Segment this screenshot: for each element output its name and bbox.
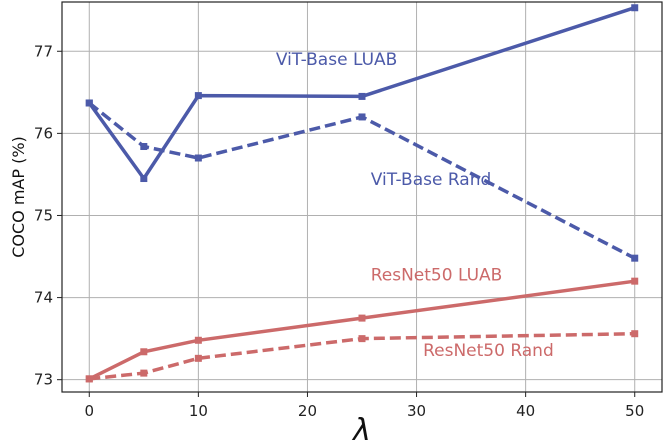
data-point [85, 375, 93, 383]
y-tick-label: 76 [34, 124, 53, 142]
series-resnet50-rand [85, 330, 639, 383]
series-vit-base-luab [85, 4, 639, 183]
plot-frame [61, 1, 663, 393]
data-point [358, 113, 366, 121]
data-point [631, 330, 639, 338]
data-point [140, 175, 148, 183]
data-point [194, 354, 202, 362]
annotation-label: ViT-Base LUAB [276, 50, 398, 70]
data-point [140, 369, 148, 377]
x-tick-label: 40 [516, 402, 535, 420]
annotations: ViT-Base LUAB ViT-Base Rand ResNet50 LUAB R… [276, 50, 554, 361]
data-point [140, 143, 148, 151]
data-point [631, 4, 639, 12]
x-tick-label: 0 [84, 402, 94, 420]
annotation-label: ResNet50 LUAB [371, 265, 503, 285]
data-point [194, 154, 202, 162]
series-line-resnet50-rand [89, 331, 635, 381]
y-tick-label: 74 [34, 289, 53, 307]
x-axis-label: λ [351, 413, 371, 445]
data-point [358, 314, 366, 322]
series-line-vit-base-rand [88, 101, 636, 260]
data-point [358, 335, 366, 343]
x-tick-label: 30 [407, 402, 426, 420]
annotation-label: ViT-Base Rand [371, 170, 492, 190]
x-tick-label: 20 [298, 402, 317, 420]
y-axis-ticks: 73 74 75 76 77 [34, 42, 62, 389]
data-point [194, 336, 202, 344]
data-point [140, 348, 148, 356]
grid [62, 2, 662, 392]
annotation-label: ResNet50 Rand [423, 341, 554, 361]
y-tick-label: 75 [34, 206, 53, 224]
series-vit-base-rand [85, 99, 639, 262]
series-group [85, 4, 639, 383]
data-point [631, 254, 639, 262]
data-point [85, 99, 93, 107]
x-tick-label: 10 [189, 402, 208, 420]
y-tick-label: 77 [34, 42, 53, 60]
x-axis-ticks: 0 10 20 30 40 50 [84, 392, 644, 420]
data-point [194, 92, 202, 100]
y-axis-label: COCO mAP (%) [9, 136, 28, 258]
data-point [631, 277, 639, 285]
x-tick-label: 50 [625, 402, 644, 420]
data-point [358, 92, 366, 100]
y-tick-label: 73 [34, 371, 53, 389]
